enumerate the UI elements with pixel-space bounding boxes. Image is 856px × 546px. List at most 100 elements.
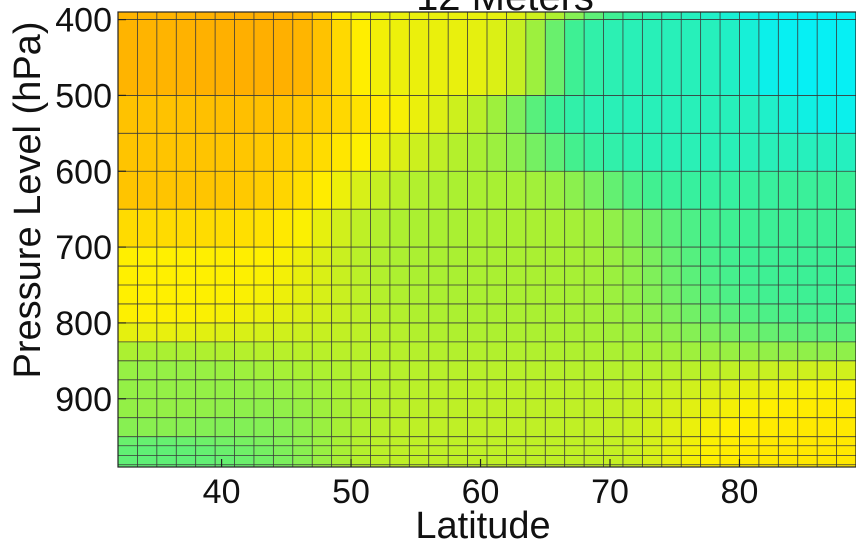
heatmap-cell [292,19,313,97]
heatmap-cell [642,341,663,362]
heatmap-cell [622,95,643,134]
heatmap-cell [622,341,643,362]
heatmap-cell [584,285,605,305]
heatmap-cell [817,398,838,419]
heatmap-cell [836,360,856,381]
heatmap-cell [797,455,818,466]
heatmap-cell [603,285,624,305]
x-axis-ticks: 40 50 60 70 80 [203,459,758,511]
heatmap-cell [273,322,294,343]
heatmap-cell [778,266,799,286]
heatmap-cell [234,303,255,324]
heatmap-cell [622,464,643,467]
heatmap-cell [331,436,352,447]
heatmap-cell [409,341,430,362]
heatmap-cell [778,303,799,324]
heatmap-cell [622,360,643,381]
heatmap-cell [428,360,449,381]
heatmap-cell [836,266,856,286]
heatmap-cell [234,436,255,447]
heatmap-cell [661,445,682,457]
heatmap-cell [681,341,702,362]
heatmap-cell [487,360,508,381]
heatmap-cell [389,445,410,457]
heatmap-cell [331,12,352,21]
heatmap-cell [176,285,197,305]
heatmap-cell [312,322,333,343]
heatmap-cell [720,455,741,466]
heatmap-cell [351,436,372,447]
heatmap-cell [370,445,391,457]
heatmap-cell [312,417,333,438]
heatmap-cell [370,455,391,466]
heatmap-cell [817,322,838,343]
heatmap-cell [603,171,624,210]
heatmap-cell [739,303,760,324]
heatmap-cell [525,436,546,447]
heatmap-cell [739,285,760,305]
heatmap-cell [448,12,469,21]
heatmap-cell [312,209,333,248]
heatmap-cell [817,266,838,286]
heatmap-cell [389,417,410,438]
heatmap-cell [584,341,605,362]
heatmap-cell [642,303,663,324]
heatmap-cell [137,266,158,286]
heatmap-cell [312,464,333,467]
heatmap-cell [467,266,488,286]
heatmap-cell [156,209,177,248]
heatmap-cell [525,266,546,286]
heatmap-cell [836,445,856,457]
heatmap-cell [156,322,177,343]
heatmap-cell [156,285,177,305]
heatmap-cell [137,464,158,467]
heatmap-cell [720,12,741,21]
heatmap-cell [487,341,508,362]
heatmap-cell [487,12,508,21]
heatmap-cell [622,398,643,419]
heatmap-cell [525,379,546,400]
heatmap-cell [622,379,643,400]
heatmap-cell [758,464,779,467]
heatmap-cell [487,133,508,172]
heatmap-cell [584,379,605,400]
heatmap-cell [409,303,430,324]
heatmap-cell [351,12,372,21]
heatmap-cell [506,417,527,438]
heatmap-cell [622,209,643,248]
heatmap-cell [409,95,430,134]
heatmap-cell [661,266,682,286]
heatmap-cell [195,303,216,324]
heatmap-cell [370,379,391,400]
heatmap-cell [118,436,139,447]
heatmap-cell [428,398,449,419]
heatmap-cell [758,398,779,419]
heatmap-cell [118,360,139,381]
heatmap-cell [603,209,624,248]
heatmap-cell [797,95,818,134]
heatmap-cell [836,379,856,400]
heatmap-cell [545,436,566,447]
heatmap-cell [545,417,566,438]
heatmap-cell [331,341,352,362]
heatmap-cell [836,436,856,447]
heatmap-cell [273,285,294,305]
heatmap-cell [487,417,508,438]
heatmap-cell [156,303,177,324]
x-tick-label: 60 [462,473,500,511]
heatmap-cell [642,455,663,466]
heatmap-cell [137,379,158,400]
heatmap-cell [331,417,352,438]
heatmap-cell [622,303,643,324]
heatmap-cell [545,247,566,267]
heatmap-cell [545,19,566,97]
heatmap-cell [506,455,527,466]
heatmap-cell [681,303,702,324]
heatmap-cell [525,341,546,362]
heatmap-cell [215,360,236,381]
heatmap-cell [836,398,856,419]
heatmap-cell [215,19,236,97]
heatmap-cell [253,209,274,248]
heatmap-cell [758,12,779,21]
heatmap-cell [700,398,721,419]
